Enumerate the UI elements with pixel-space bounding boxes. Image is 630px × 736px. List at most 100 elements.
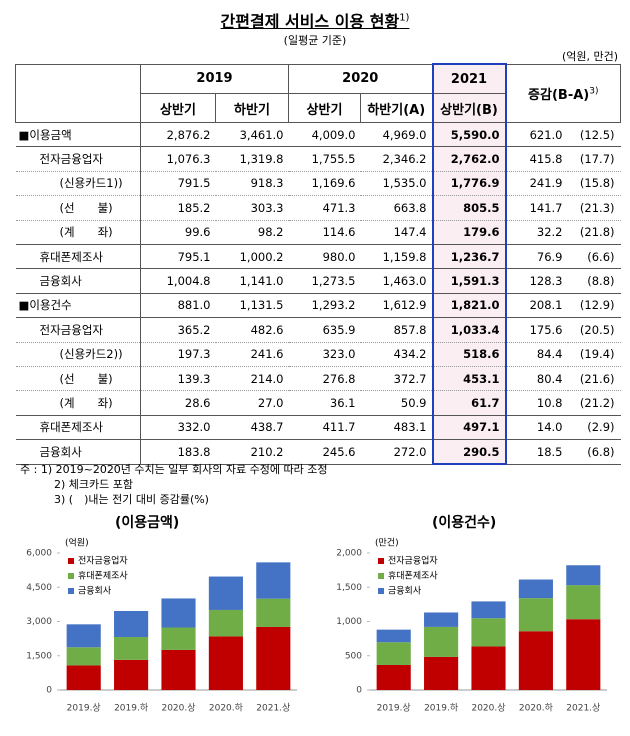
cell: (21.3) <box>567 195 621 221</box>
cell: 1,159.8 <box>360 243 433 269</box>
row-label: ■이용금액 <box>15 121 141 147</box>
row-label: (계 좌) <box>15 219 141 245</box>
cell: 1,755.5 <box>288 146 361 172</box>
x-tick-label: 2020.하 <box>519 703 554 714</box>
cell: (17.7) <box>567 146 621 172</box>
cell: 147.4 <box>360 219 433 245</box>
bar-segment <box>566 585 601 620</box>
half-header: 상반기(B) <box>431 93 507 123</box>
cell: 141.7 <box>505 195 568 221</box>
x-tick-label: 2021.상 <box>256 703 290 714</box>
chart-title: (이용건수) <box>432 515 497 531</box>
row-label: 전자금융업자 <box>15 317 141 343</box>
cell: 1,273.5 <box>288 268 361 294</box>
cell: 28.6 <box>140 390 216 416</box>
cell: 210.2 <box>215 439 289 465</box>
cell: 980.0 <box>288 243 361 269</box>
cell: 434.2 <box>360 341 433 367</box>
bar-segment <box>114 637 149 660</box>
y-tick-label: 0 <box>356 686 362 696</box>
cell: 290.5 <box>431 439 507 466</box>
bar-segment <box>566 565 601 586</box>
cell: (21.8) <box>567 219 621 245</box>
cell: (8.8) <box>567 268 621 294</box>
cell: 272.0 <box>360 439 433 465</box>
half-header-row: 상반기 하반기 상반기 하반기(A) 상반기(B) <box>16 93 621 123</box>
cell: 2,762.0 <box>431 146 507 172</box>
legend-swatch <box>378 573 384 579</box>
cell: 241.9 <box>505 170 568 196</box>
cell: 857.8 <box>360 317 433 343</box>
cell: 2,876.2 <box>140 121 216 147</box>
cell: 10.8 <box>505 390 568 416</box>
y-tick-label: 1,000 <box>336 617 362 627</box>
table-row: (신용카드1)) 791.5 918.3 1,169.6 1,535.0 1,776.9 2… <box>15 170 621 196</box>
cell: 36.1 <box>288 390 361 416</box>
row-label: (신용카드1)) <box>15 170 141 196</box>
cell: 1,293.2 <box>288 292 361 318</box>
table-row: (계 좌) 99.6 98.2 114.6 147.4 179.6 32.2 (21.8) <box>15 219 621 245</box>
subtitle: (일평균 기준) <box>283 34 347 47</box>
bar-segment <box>256 626 291 690</box>
cell: 61.7 <box>431 390 507 416</box>
cell: 84.4 <box>505 341 568 367</box>
cell: (6.6) <box>567 243 621 269</box>
x-tick-label: 2019.하 <box>114 703 149 714</box>
cell: 1,131.5 <box>215 292 289 318</box>
cell: (19.4) <box>567 341 621 367</box>
cell: (12.5) <box>567 121 621 147</box>
cell: 276.8 <box>288 365 361 391</box>
y-tick-label: 0 <box>46 686 52 696</box>
x-tick-label: 2019.하 <box>424 703 459 714</box>
legend-label: 휴대폰제조사 <box>388 571 438 582</box>
row-label: 휴대폰제조사 <box>15 243 141 269</box>
bar-segment <box>471 618 506 647</box>
cell: (12.9) <box>567 292 621 318</box>
cell: 1,076.3 <box>140 146 216 172</box>
cell: 471.3 <box>288 195 361 221</box>
note: 주 : 1) 2019~2020년 수치는 일부 회사의 자료 수정에 따라 조… <box>20 463 328 476</box>
cell: 1,821.0 <box>431 292 507 318</box>
bar-segment <box>208 576 243 610</box>
legend-label: 전자금융업자 <box>78 556 128 567</box>
cell: 179.6 <box>431 219 507 245</box>
y-tick-label: 3,000 <box>26 617 52 627</box>
cell: (21.2) <box>567 390 621 416</box>
cell: 635.9 <box>288 317 361 343</box>
cell: 372.7 <box>360 365 433 391</box>
bar-segment <box>471 601 506 619</box>
cell: 482.6 <box>215 317 289 343</box>
cell: 415.8 <box>505 146 568 172</box>
row-label: 전자금융업자 <box>15 146 141 172</box>
note: 2) 체크카드 포함 <box>54 478 134 491</box>
bar-segment <box>566 619 601 690</box>
bar-segment <box>66 624 101 648</box>
cell: 453.1 <box>431 365 507 391</box>
table-row: (선 불) 185.2 303.3 471.3 663.8 805.5 141.7 (21.3… <box>15 195 621 221</box>
cell: 621.0 <box>505 121 568 147</box>
cell: 1,004.8 <box>140 268 216 294</box>
row-label: 금융회사 <box>15 439 141 465</box>
cell: (2.9) <box>567 414 621 440</box>
table-row: 금융회사 183.8 210.2 245.6 272.0 290.5 18.5 (6.8) <box>15 439 621 466</box>
unit-label: (만건) <box>375 538 399 549</box>
half-header: 하반기 <box>215 93 289 123</box>
legend-label: 금융회사 <box>388 586 422 597</box>
x-tick-label: 2019.상 <box>377 703 411 714</box>
cell: 303.3 <box>215 195 289 221</box>
bar-segment <box>376 629 411 643</box>
cell: 128.3 <box>505 268 568 294</box>
cell: 18.5 <box>505 439 568 465</box>
bar-segment <box>161 649 196 690</box>
cell: 1,000.2 <box>215 243 289 269</box>
row-label: 휴대폰제조사 <box>15 414 141 440</box>
row-label: (선 불) <box>15 365 141 391</box>
cell: 795.1 <box>140 243 216 269</box>
legend-swatch <box>68 588 74 594</box>
cell: 175.6 <box>505 317 568 343</box>
legend-swatch <box>378 558 384 564</box>
half-header: 하반기(A) <box>360 93 433 123</box>
cell: 50.9 <box>360 390 433 416</box>
cell: 805.5 <box>431 195 507 221</box>
change-header: 증감(B-A)3) <box>504 63 622 123</box>
